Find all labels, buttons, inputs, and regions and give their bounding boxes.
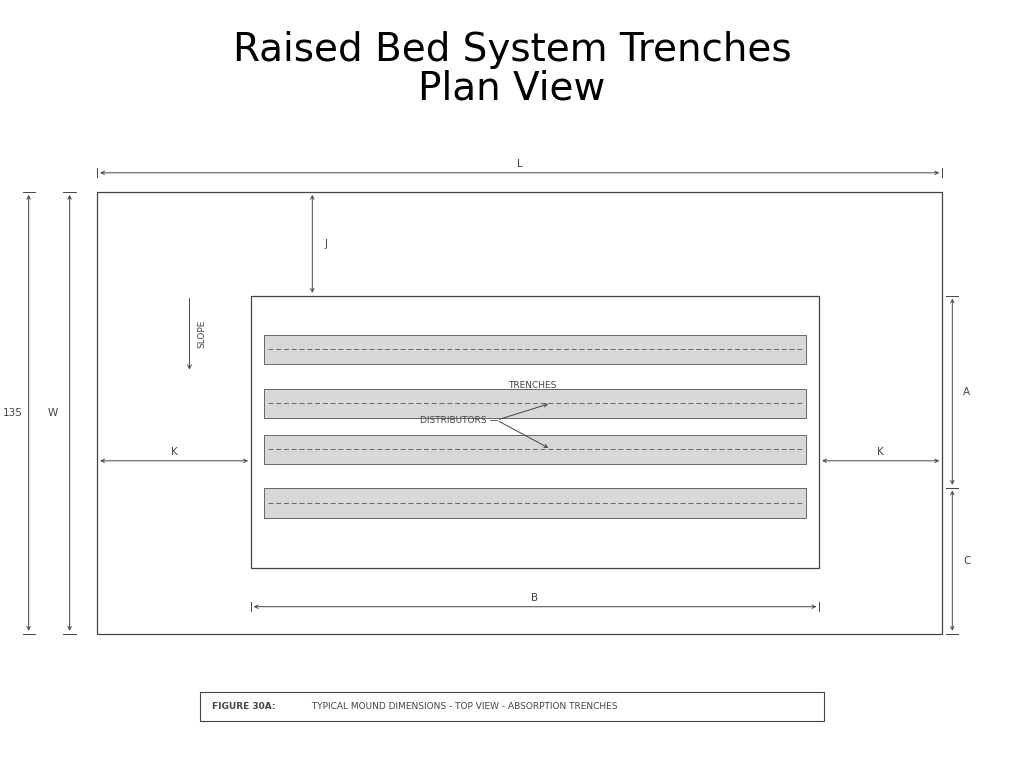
Bar <box>97 192 942 634</box>
Text: W: W <box>48 408 58 418</box>
Text: TYPICAL MOUND DIMENSIONS - TOP VIEW - ABSORPTION TRENCHES: TYPICAL MOUND DIMENSIONS - TOP VIEW - AB… <box>309 702 617 711</box>
Text: DISTRIBUTORS —: DISTRIBUTORS — <box>420 415 499 425</box>
Text: K: K <box>878 446 884 457</box>
Text: SLOPE: SLOPE <box>198 320 206 348</box>
Text: J: J <box>325 239 327 249</box>
Bar <box>264 389 806 418</box>
Text: L: L <box>517 158 522 169</box>
Bar <box>264 335 806 364</box>
Text: B: B <box>531 592 539 603</box>
Text: Plan View: Plan View <box>419 69 605 108</box>
Bar <box>264 488 806 518</box>
Text: K: K <box>171 446 177 457</box>
Text: A: A <box>964 386 970 397</box>
Text: 135: 135 <box>2 408 23 418</box>
Text: TRENCHES: TRENCHES <box>508 381 557 390</box>
Text: C: C <box>963 555 971 566</box>
Bar <box>200 692 824 721</box>
Bar <box>264 435 806 464</box>
Text: FIGURE 30A:: FIGURE 30A: <box>212 702 275 711</box>
Bar <box>251 296 819 568</box>
Text: Raised Bed System Trenches: Raised Bed System Trenches <box>232 31 792 69</box>
